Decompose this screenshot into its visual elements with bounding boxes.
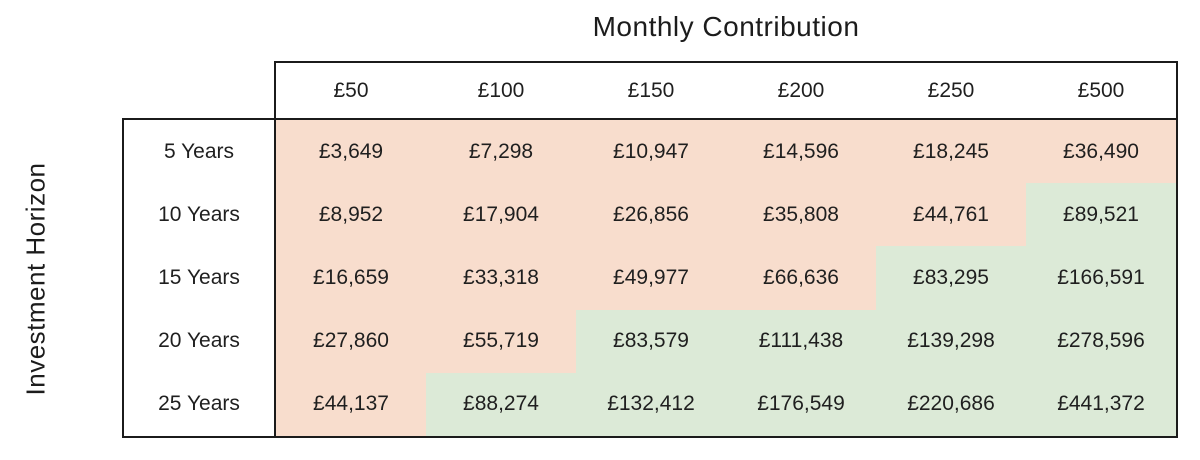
table-cell: £33,318 — [426, 246, 576, 310]
table-cell: £166,591 — [1026, 246, 1176, 310]
column-header: £50 — [333, 79, 369, 102]
table-cell: £132,412 — [576, 372, 726, 436]
table-cell: £27,860 — [276, 309, 426, 373]
table-cell: £89,521 — [1026, 183, 1176, 247]
table-cell: £83,295 — [876, 246, 1026, 310]
table-cell: £441,372 — [1026, 372, 1176, 436]
table-cell: £17,904 — [426, 183, 576, 247]
page-title: Monthly Contribution — [592, 11, 860, 42]
table-cell: £88,274 — [426, 372, 576, 436]
column-header: £250 — [927, 79, 975, 102]
table-cell: £66,636 — [726, 246, 876, 310]
row-label: 10 Years — [158, 202, 240, 226]
row-label: 25 Years — [158, 392, 240, 416]
table-cell: £8,952 — [276, 183, 426, 247]
row-label: 20 Years — [158, 329, 240, 353]
table-cell: £139,298 — [876, 309, 1026, 373]
table-cell: £83,579 — [576, 309, 726, 373]
row-label: 5 Years — [163, 139, 235, 163]
y-axis-label: Investment Horizon — [20, 162, 51, 396]
table-cell: £55,719 — [426, 309, 576, 373]
column-header-row: £50 £100 £150 £200 £250 £500 — [274, 61, 1178, 121]
column-header: £150 — [627, 79, 675, 102]
table-cell: £44,137 — [276, 372, 426, 436]
table-cell: £10,947 — [576, 120, 726, 184]
table-cell: £3,649 — [276, 120, 426, 184]
column-header: £500 — [1077, 79, 1125, 102]
table-cell: £44,761 — [876, 183, 1026, 247]
table-cell: £26,856 — [576, 183, 726, 247]
column-header: £100 — [477, 79, 525, 102]
table-cell: £49,977 — [576, 246, 726, 310]
table-cell: £111,438 — [726, 309, 876, 373]
table-cell: £36,490 — [1026, 120, 1176, 184]
row-label-column: 5 Years 10 Years 15 Years 20 Years 25 Ye… — [122, 118, 276, 438]
table-cell: £176,549 — [726, 372, 876, 436]
row-label: 15 Years — [158, 265, 240, 289]
table-cell: £7,298 — [426, 120, 576, 184]
data-table: £3,649 £7,298 £10,947 £14,596 £18,245 £3… — [274, 118, 1178, 438]
table-cell: £220,686 — [876, 372, 1026, 436]
column-header: £200 — [777, 79, 825, 102]
table-cell: £35,808 — [726, 183, 876, 247]
table-cell: £278,596 — [1026, 309, 1176, 373]
table-cell: £18,245 — [876, 120, 1026, 184]
table-cell: £16,659 — [276, 246, 426, 310]
table-cell: £14,596 — [726, 120, 876, 184]
